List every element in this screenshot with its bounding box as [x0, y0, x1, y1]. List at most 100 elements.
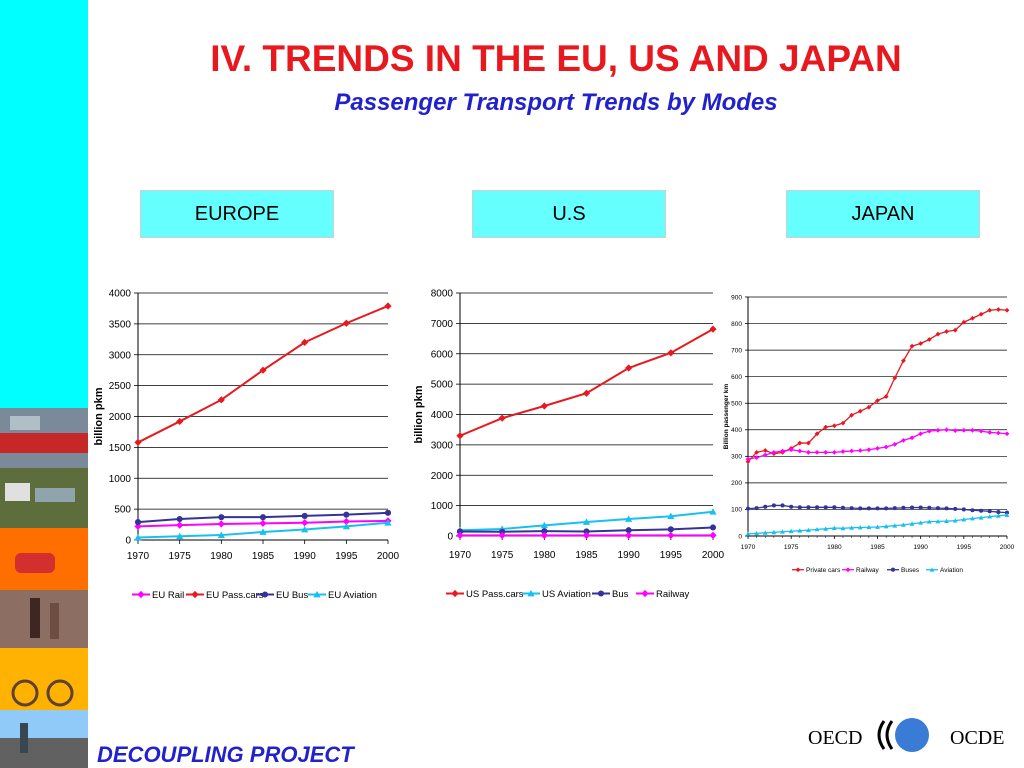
x-tick-label-1990: 1990 [913, 544, 928, 551]
data-point-railway-1970 [456, 531, 464, 539]
data-point-buses-1978 [815, 505, 820, 510]
x-tick-label-1975: 1975 [169, 551, 192, 562]
x-tick-label-1995: 1995 [660, 550, 683, 561]
data-point-private-cars-1991 [926, 337, 932, 342]
data-point-buses-1984 [866, 506, 871, 511]
data-point-buses-1997 [979, 508, 984, 513]
data-point-buses-1983 [858, 506, 863, 511]
data-point-aviation-1982 [849, 525, 854, 530]
legend-marker-us-aviation [527, 589, 535, 597]
data-point-railway-1988 [901, 438, 906, 443]
data-point-private-cars-1996 [970, 315, 975, 321]
data-point-eu-rail-1980 [217, 520, 225, 528]
data-point-buses-1982 [849, 506, 854, 511]
data-point-buses-1979 [823, 505, 828, 510]
data-point-buses-1977 [806, 505, 811, 510]
data-point-aviation-1999 [995, 513, 1001, 518]
data-point-bus-1990 [625, 527, 632, 534]
y-tick-label-600: 600 [731, 374, 742, 381]
data-point-railway-1980 [831, 449, 837, 455]
data-point-eu-bus-1995 [343, 511, 350, 518]
data-point-eu-bus-2000 [384, 509, 392, 516]
data-point-private-cars-1978 [814, 431, 820, 437]
data-point-private-cars-2000 [1004, 307, 1010, 313]
data-point-railway-1991 [926, 428, 932, 434]
data-point-buses-1998 [987, 509, 992, 514]
legend-label-eu-aviation: EU Aviation [328, 590, 377, 601]
oecd-logo: OECD OCDE [808, 718, 1004, 752]
x-tick-label-2000: 2000 [1000, 544, 1015, 551]
y-tick-label-1000: 1000 [109, 474, 132, 485]
series-line-railway [747, 429, 1008, 460]
series-line-private-cars [747, 308, 1008, 463]
x-tick-label-1970: 1970 [741, 544, 756, 551]
data-point-eu-aviation-1970 [134, 533, 142, 541]
slide-subtitle: Passenger Transport Trends by Modes [334, 89, 778, 116]
y-tick-label-500: 500 [114, 505, 131, 516]
data-point-private-cars-1998 [987, 307, 993, 313]
data-point-buses-1976 [797, 505, 802, 510]
data-point-us-pass-cars-1990 [625, 364, 633, 372]
data-point-aviation-1996 [970, 516, 975, 521]
data-point-private-cars-1992 [935, 331, 941, 337]
y-axis-label: billion pkm [93, 387, 105, 445]
y-tick-label-8000: 8000 [431, 289, 454, 300]
data-point-railway-1976 [797, 448, 803, 454]
data-point-us-aviation-2000 [709, 508, 717, 515]
data-point-buses-1987 [892, 506, 897, 511]
data-point-railway-1972 [762, 452, 768, 458]
data-point-eu-pass-cars-2000 [384, 302, 392, 310]
data-point-railway-1995 [961, 427, 967, 433]
data-point-aviation-1990 [918, 520, 924, 525]
x-tick-label-1990: 1990 [618, 550, 641, 561]
data-point-us-aviation-1980 [540, 521, 548, 529]
data-point-aviation-1987 [892, 523, 898, 528]
data-point-buses-1974 [780, 503, 785, 508]
x-tick-label-1985: 1985 [575, 550, 598, 561]
x-tick-label-1980: 1980 [533, 550, 556, 561]
data-point-railway-1982 [849, 448, 854, 454]
y-tick-label-5000: 5000 [431, 380, 454, 391]
data-point-private-cars-1982 [849, 412, 854, 418]
y-tick-label-6000: 6000 [431, 349, 454, 360]
legend-label-aviation: Aviation [940, 567, 963, 574]
data-point-eu-rail-1990 [301, 519, 309, 527]
data-point-private-cars-1972 [762, 448, 768, 453]
oecd-logo-text-left: OECD [808, 727, 862, 749]
data-point-buses-1993 [944, 506, 949, 511]
data-point-railway-2000 [1004, 431, 1010, 437]
data-point-aviation-1977 [806, 527, 811, 533]
chart-us: 0 1000 2000 3000 4000 5000 6000 7000 8000 1970 197… [413, 289, 725, 601]
x-tick-label-1970: 1970 [127, 551, 150, 562]
data-point-eu-bus-1975 [176, 515, 183, 523]
y-tick-label-3000: 3000 [431, 440, 454, 451]
data-point-railway-1990 [625, 531, 633, 539]
data-point-aviation-1971 [754, 530, 760, 536]
data-point-bus-1980 [541, 528, 548, 535]
data-point-aviation-1997 [978, 515, 984, 520]
y-tick-label-2500: 2500 [109, 381, 132, 392]
data-point-us-aviation-1985 [582, 518, 591, 525]
data-point-private-cars-1986 [883, 394, 889, 399]
oecd-logo-text-right: OCDE [950, 727, 1004, 749]
y-tick-label-700: 700 [731, 347, 742, 354]
data-point-railway-1985 [875, 445, 880, 451]
data-point-buses-1985 [875, 506, 880, 511]
data-point-us-pass-cars-2000 [709, 325, 717, 333]
data-point-aviation-1974 [780, 529, 785, 534]
legend-marker-eu-rail [137, 590, 145, 599]
data-point-buses-1973 [771, 503, 776, 508]
data-point-private-cars-1985 [875, 398, 880, 403]
legend-label-eu-pass-cars: EU Pass.cars [206, 590, 264, 601]
y-tick-label-300: 300 [731, 454, 742, 461]
data-point-railway-1999 [995, 430, 1001, 436]
y-tick-label-400: 400 [731, 427, 742, 434]
data-point-aviation-1976 [797, 528, 803, 533]
data-point-private-cars-1987 [892, 375, 898, 381]
y-tick-label-900: 900 [731, 294, 742, 301]
data-point-us-pass-cars-1995 [667, 349, 675, 357]
data-point-eu-pass-cars-1995 [342, 319, 350, 327]
legend-marker-buses [890, 567, 896, 572]
x-tick-label-1985: 1985 [870, 544, 885, 551]
data-point-aviation-1984 [866, 524, 872, 530]
